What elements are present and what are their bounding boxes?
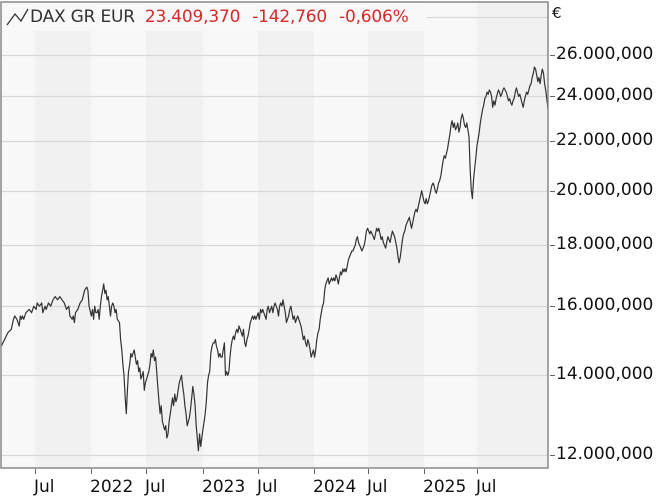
y-tick-label: 24.000,000 <box>556 85 654 105</box>
y-axis-ticks <box>550 55 555 456</box>
background-band <box>314 2 368 468</box>
y-tick-label: 14.000,000 <box>556 364 654 384</box>
background-band <box>477 2 548 468</box>
last-value: 23.409,370 <box>144 7 241 27</box>
x-tick-label: 2023 <box>202 477 246 497</box>
x-tick-label: Jul <box>476 477 497 497</box>
x-tick-label: Jul <box>257 477 278 497</box>
background-band <box>91 2 146 468</box>
instrument-name: DAX GR EUR <box>30 7 135 27</box>
price-line <box>0 66 549 452</box>
change-percent: -0,606% <box>339 7 409 27</box>
y-tick-label: 18.000,000 <box>556 234 654 254</box>
y-tick-label: 20.000,000 <box>556 180 654 200</box>
background-band <box>0 2 35 468</box>
line-chart-icon <box>6 8 29 26</box>
x-tick-label: 2025 <box>423 477 467 497</box>
y-tick-label: 16.000,000 <box>556 295 654 315</box>
background-bands <box>0 2 548 468</box>
y-tick-label: 26.000,000 <box>556 44 654 64</box>
x-tick-label: 2022 <box>90 477 134 497</box>
x-tick-label: Jul <box>145 477 166 497</box>
background-band <box>258 2 314 468</box>
plot-frame <box>0 1 549 469</box>
background-band <box>424 2 477 468</box>
change-absolute: -142,760 <box>252 7 328 27</box>
y-tick-label: 12.000,000 <box>556 444 654 464</box>
x-tick-label: 2024 <box>313 477 357 497</box>
x-tick-label: Jul <box>34 477 55 497</box>
chart-legend: DAX GR EUR 23.409,370 -142,760 -0,606% <box>2 3 427 31</box>
x-tick-label: Jul <box>367 477 388 497</box>
x-axis-ticks <box>35 469 478 474</box>
background-band <box>368 2 424 468</box>
background-band <box>35 2 91 468</box>
currency-label: € <box>552 4 562 22</box>
y-tick-label: 22.000,000 <box>556 130 654 150</box>
background-band <box>203 2 258 468</box>
